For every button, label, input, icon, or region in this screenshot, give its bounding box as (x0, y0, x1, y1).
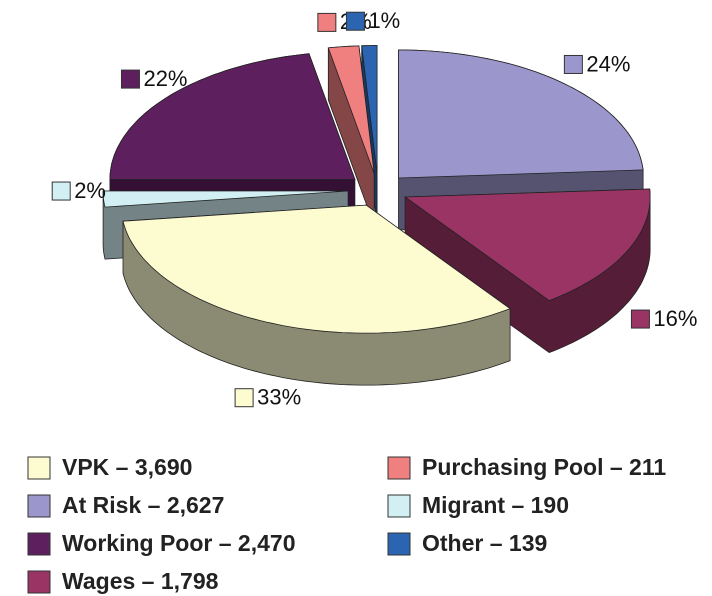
slice (109, 53, 356, 180)
slice (102, 190, 349, 208)
data-label: 22% (143, 66, 187, 91)
data-label: 2% (74, 178, 106, 203)
legend-swatch (387, 456, 411, 480)
data-label: 33% (257, 385, 301, 410)
legend-swatch (27, 532, 51, 556)
label-swatch (317, 12, 337, 32)
label-swatch (51, 181, 71, 201)
legend-swatch (27, 456, 51, 480)
label-swatch (630, 309, 650, 329)
legend-swatch (387, 494, 411, 518)
label-swatch (345, 11, 365, 31)
legend-label: Wages – 1,798 (62, 568, 219, 594)
legend-label: Purchasing Pool – 211 (422, 454, 666, 480)
label-swatch (563, 54, 583, 74)
data-label: 1% (368, 8, 400, 33)
legend-label: Other – 139 (422, 530, 547, 556)
data-label: 24% (586, 51, 630, 76)
slice (398, 49, 644, 179)
slice (327, 45, 375, 174)
data-label: 16% (653, 306, 697, 331)
slice (361, 45, 378, 174)
slice (122, 204, 511, 334)
label-swatch (120, 69, 140, 89)
label-swatch (234, 388, 254, 408)
legend-swatch (27, 570, 51, 594)
slice (403, 188, 651, 302)
legend-swatch (387, 532, 411, 556)
legend-label: VPK – 3,690 (62, 454, 192, 480)
legend-swatch (27, 494, 51, 518)
legend-label: At Risk – 2,627 (62, 492, 224, 518)
legend-label: Migrant – 190 (422, 492, 569, 518)
legend-label: Working Poor – 2,470 (62, 530, 295, 556)
